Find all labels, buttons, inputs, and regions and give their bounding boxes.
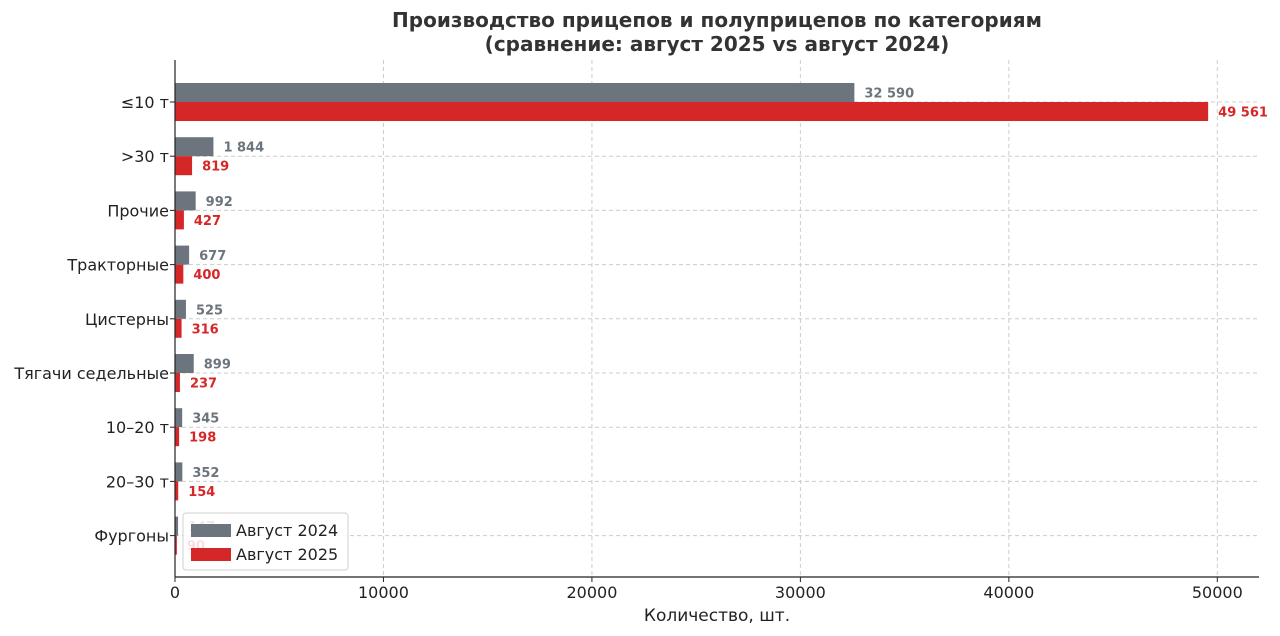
data-label: 992 [206,195,233,210]
bar-series-1 [175,245,190,265]
data-label: 525 [196,303,223,318]
bars [175,83,1209,555]
bar-series-2 [175,535,177,555]
category-label: Тракторные [66,256,169,275]
x-tick-label: 30000 [775,583,826,602]
data-label: 32 590 [864,87,914,102]
x-tick-label: 10000 [358,583,409,602]
legend: Август 2024 Август 2025 [182,512,349,571]
bar-series-2 [175,318,182,338]
x-tick-label: 40000 [983,583,1034,602]
category-label: Тягачи седельные [13,364,169,383]
bar-series-2 [175,373,180,392]
category-label: Прочие [107,201,169,220]
data-labels: 32 590 49 561 1 844 819 992 427 677 400 525 316 89… [187,87,1268,555]
bar-series-1 [175,516,179,536]
data-label: 49 561 [1218,106,1268,121]
category-label: Фургоны [94,527,169,546]
category-label: ≤10 т [121,93,169,112]
bar-series-2 [175,264,184,284]
category-label: >30 т [121,147,169,166]
bar-series-2 [175,102,1209,121]
bar-series-1 [175,408,183,428]
legend-swatch [191,548,231,561]
bar-series-1 [175,299,186,319]
data-label: 400 [193,268,220,283]
x-axis-title: Количество, шт. [644,606,790,626]
chart-title-line2: (сравнение: август 2025 vs август 2024) [485,32,950,56]
bar-series-1 [175,354,194,373]
bar-series-1 [175,462,183,482]
axes: ≤10 т >30 т Прочие Тракторные Цистерны Тягачи… [13,60,1259,602]
data-label: 1 844 [223,141,264,156]
data-label: 677 [199,249,226,264]
data-label: 345 [192,412,219,427]
legend-label: Август 2025 [236,545,338,564]
bar-series-2 [175,481,179,501]
grid [175,60,1259,577]
bar-series-1 [175,83,855,102]
data-label: 316 [192,322,219,337]
category-label: 10–20 т [106,418,169,437]
bar-series-1 [175,137,214,157]
category-label: Цистерны [85,310,169,329]
chart-title-line1: Производство прицепов и полуприцепов по … [392,8,1042,32]
x-tick-label: 20000 [566,583,617,602]
category-label: 20–30 т [106,472,169,491]
bar-series-2 [175,210,184,230]
data-label: 819 [202,160,229,175]
data-label: 237 [190,377,217,392]
bar-series-1 [175,191,196,211]
data-label: 352 [192,466,219,481]
data-label: 899 [204,358,231,373]
data-label: 427 [194,214,221,229]
bar-series-2 [175,156,193,176]
data-label: 154 [188,485,215,500]
bar-series-2 [175,427,180,447]
legend-label: Август 2024 [236,521,338,540]
x-tick-label: 0 [170,583,180,602]
legend-swatch [191,524,231,537]
x-tick-label: 50000 [1192,583,1243,602]
data-label: 198 [189,431,216,446]
